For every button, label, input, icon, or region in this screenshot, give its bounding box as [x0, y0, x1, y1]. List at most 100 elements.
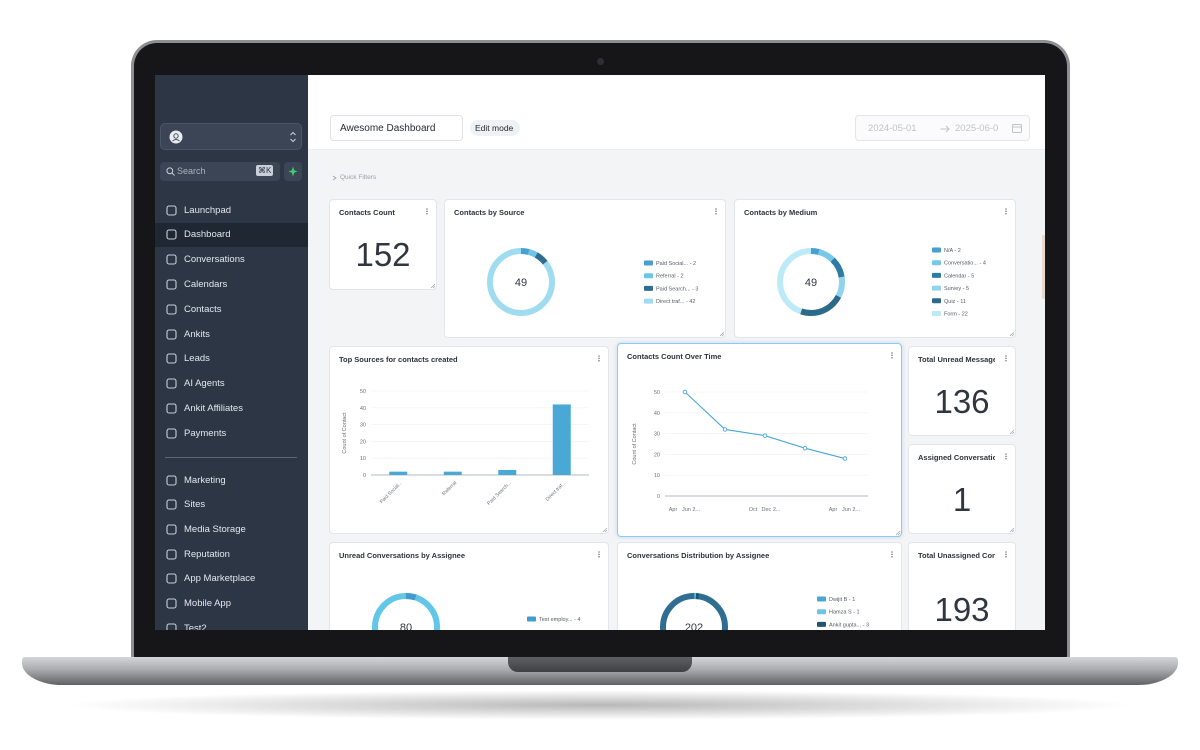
widget-menu[interactable]: [715, 208, 717, 215]
widget-card[interactable]: Contacts by Source Paid Social... - 2 Refe…: [444, 199, 726, 338]
nav-label: AI Agents: [184, 378, 225, 390]
y-tick-label: 10: [360, 456, 366, 462]
nav-item[interactable]: Test2: [155, 616, 308, 630]
nav-icon: [166, 353, 177, 364]
date-end: 2025-06-0: [955, 123, 999, 134]
x-tick-label: Paid Search...: [486, 480, 512, 506]
icon-shape: [166, 623, 177, 630]
workspace-selector[interactable]: [160, 123, 302, 150]
resize-handle: [1009, 331, 1015, 337]
nav-item[interactable]: Launchpad: [155, 198, 308, 222]
legend-label: Paid Search... - 3: [656, 286, 699, 292]
widget-card[interactable]: Contacts Count 152: [329, 199, 437, 290]
donut-total: 49: [805, 277, 817, 289]
menu-dot: [891, 352, 893, 354]
nav-item[interactable]: Ankits: [155, 322, 308, 346]
legend-label: Form - 22: [944, 312, 968, 318]
widget-card[interactable]: Contacts by Medium N/A - 2 Conversatio... …: [734, 199, 1016, 338]
nav-item[interactable]: AI Agents: [155, 372, 308, 396]
widget-canvas: [1005, 355, 1015, 435]
widget-card[interactable]: Contacts Count Over Time 0 10 20 30 40 50 Count…: [617, 343, 902, 537]
nav-item[interactable]: Marketing: [155, 468, 308, 492]
nav-icon: [166, 499, 177, 510]
widget-canvas: Test employ... - 4 80: [372, 551, 600, 630]
quick-action-button[interactable]: [284, 162, 302, 181]
widget-canvas: N/A - 2 Conversatio... - 4 Calendar - 5 Sur…: [777, 208, 1015, 337]
donut-segment: [660, 593, 728, 630]
widget-menu[interactable]: [1005, 551, 1007, 558]
widget-menu[interactable]: [891, 352, 893, 359]
widget-card[interactable]: Assigned Conversatio 1: [908, 444, 1016, 534]
menu-dot: [715, 210, 717, 213]
nav-label: Dashboard: [184, 229, 231, 241]
nav-item[interactable]: Sites: [155, 493, 308, 517]
icon-shape: [166, 378, 177, 389]
x-tick-label: Apr: [669, 507, 678, 513]
nav-label: Contacts: [184, 303, 222, 315]
line-point: [842, 456, 848, 461]
widget-menu[interactable]: [1005, 453, 1007, 460]
widget-card[interactable]: Total Unread Message 136: [908, 346, 1016, 436]
widget-menu[interactable]: [598, 551, 600, 558]
nav-item[interactable]: Dashboard: [155, 222, 308, 247]
sparkle-icon: [288, 166, 298, 177]
widget-card[interactable]: Unread Conversations by Assignee Test emp…: [329, 542, 609, 630]
nav-item[interactable]: Payments: [155, 421, 308, 445]
nav-item[interactable]: App Marketplace: [155, 567, 308, 591]
menu-dot: [598, 556, 600, 558]
widget-title: Assigned Conversatio: [918, 453, 995, 462]
menu-dot: [715, 213, 717, 215]
widget-menu[interactable]: [598, 355, 600, 362]
nav-item[interactable]: Media Storage: [155, 517, 308, 541]
donut-total: 80: [400, 622, 412, 630]
icon-shape: [166, 428, 177, 439]
nav-label: Ankit Affiliates: [184, 402, 243, 414]
menu-dot: [1005, 210, 1007, 213]
donut-total: 202: [685, 622, 703, 630]
nav-icon: [166, 328, 177, 340]
widget-card[interactable]: Top Sources for contacts created 0 10 20 30 4…: [329, 346, 609, 534]
widget-card[interactable]: Total Unassigned Conv 193: [908, 542, 1016, 630]
nav-item[interactable]: Conversations: [155, 248, 308, 272]
x-tick-label: Dec 2...: [762, 507, 781, 513]
nav-icon: [166, 378, 177, 389]
nav-label: Calendars: [184, 278, 228, 290]
edit-mode-label: Edit mode: [475, 123, 514, 133]
line-point: [762, 433, 768, 438]
menu-dot: [1005, 553, 1007, 556]
legend-swatch: [644, 298, 653, 304]
nav-item[interactable]: Reputation: [155, 542, 308, 566]
date-range[interactable]: 2024-05-01 2025-06-0: [855, 115, 1030, 141]
nav-item[interactable]: Leads: [155, 347, 308, 371]
y-tick-label: 20: [360, 439, 366, 445]
nav-item[interactable]: Calendars: [155, 272, 308, 296]
legend-swatch: [644, 260, 653, 266]
menu-dot: [1005, 360, 1007, 362]
quick-filters[interactable]: Quick Filters: [340, 174, 377, 181]
stat-value: 193: [934, 591, 990, 628]
x-tick-label: Apr: [829, 507, 838, 513]
menu-dot: [1005, 208, 1007, 210]
stat-value: 152: [355, 236, 411, 273]
legend-label: Survey - 5: [944, 286, 969, 292]
nav-label: Sites: [184, 499, 206, 511]
nav-item[interactable]: Mobile App: [155, 592, 308, 616]
widget-card[interactable]: Conversations Distribution by Assignee Dw…: [617, 542, 902, 630]
nav-item[interactable]: Contacts: [155, 297, 308, 321]
nav-label: Leads: [184, 353, 210, 365]
nav-item[interactable]: Ankit Affiliates: [155, 396, 308, 420]
icon-shape: [166, 304, 177, 315]
dashboard-selector[interactable]: Awesome Dashboard: [330, 115, 463, 141]
sidebar-divider: [165, 457, 297, 458]
line: [684, 391, 846, 460]
widget-menu[interactable]: [1005, 208, 1007, 215]
menu-dot: [1005, 355, 1007, 357]
widget-menu[interactable]: [1005, 355, 1007, 362]
widget-menu[interactable]: [426, 208, 428, 215]
icon-shape: [166, 403, 177, 414]
edit-mode-button[interactable]: Edit mode: [470, 120, 520, 136]
search-box[interactable]: Search ⌘K: [160, 162, 280, 181]
widget-menu[interactable]: [891, 551, 893, 558]
donut-segment: [372, 593, 440, 630]
